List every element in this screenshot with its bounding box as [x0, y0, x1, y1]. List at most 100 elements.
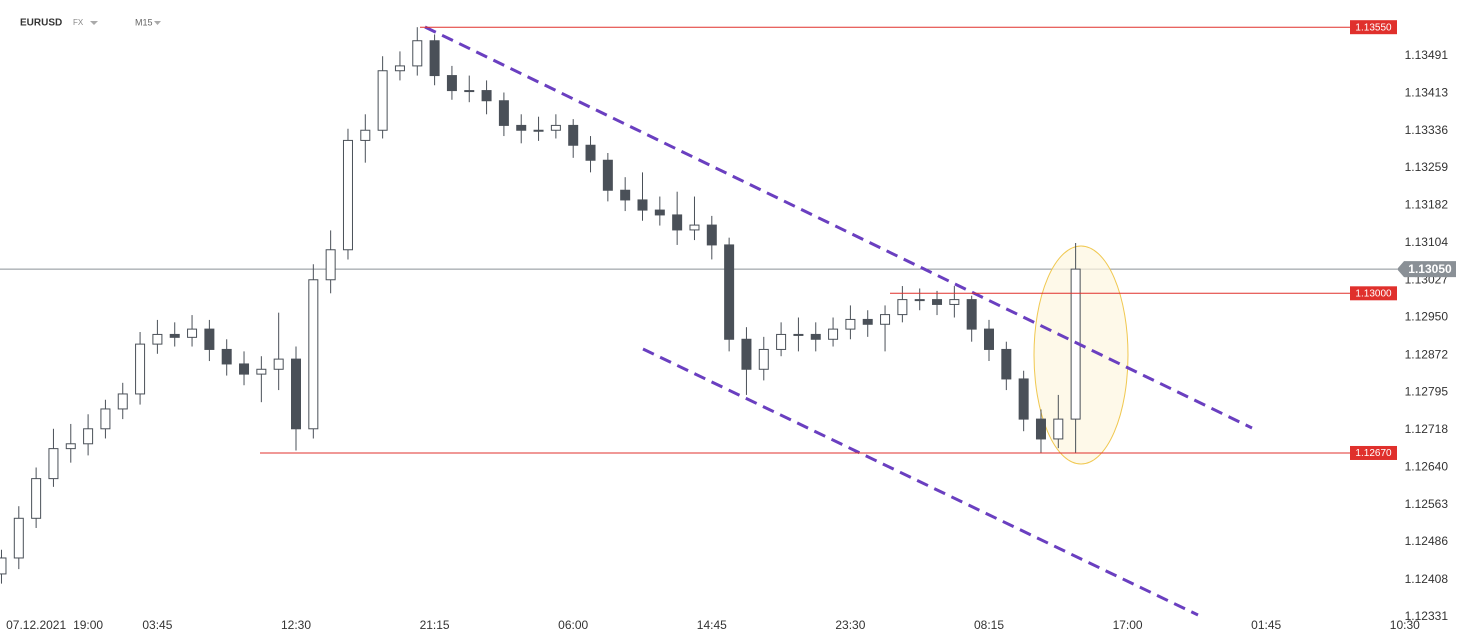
candle-body [637, 199, 648, 211]
candle-body [602, 159, 613, 191]
candle-body [550, 124, 561, 131]
candle-body [810, 333, 821, 340]
candle-body [13, 517, 24, 559]
candle-body [949, 299, 960, 305]
candle-body [135, 343, 146, 395]
y-tick-label: 1.12486 [1405, 534, 1449, 548]
candle-body [568, 124, 579, 146]
x-tick-label: 12:30 [281, 618, 311, 632]
candle-body [239, 363, 250, 375]
y-tick-label: 1.12872 [1405, 347, 1449, 361]
candle-body [672, 214, 683, 231]
y-tick-label: 1.12950 [1405, 310, 1449, 324]
x-tick-label: 17:00 [1113, 618, 1143, 632]
candle-body [984, 328, 994, 350]
candle-body [845, 318, 856, 330]
x-tick-label: 10:30 [1390, 618, 1420, 632]
candle-body [585, 144, 596, 161]
candle-body [914, 299, 925, 302]
x-tick-label: 07.12.2021 [6, 618, 66, 632]
candle-body [481, 90, 492, 102]
candle-body [1001, 348, 1012, 380]
candle-body [221, 348, 232, 365]
candle-body [0, 557, 7, 575]
level-label: 1.12670 [1355, 448, 1392, 459]
candle-body [1035, 418, 1046, 440]
candle-body [204, 328, 215, 350]
y-tick-label: 1.13491 [1405, 48, 1449, 62]
candle-body [793, 333, 804, 336]
y-tick-label: 1.12563 [1405, 497, 1449, 511]
candle-body [291, 358, 301, 430]
timeframe-dropdown[interactable] [154, 21, 161, 25]
candle-body [308, 279, 319, 430]
candle-body [464, 90, 475, 93]
candle-body [65, 443, 76, 450]
candle-body [689, 224, 700, 231]
level-label-box [1350, 286, 1397, 301]
candle-body [100, 408, 111, 430]
plot-area: 1.13491 1.13413 1.13336 1.13259 1.13182 1.131… [0, 48, 1448, 632]
x-tick-label: 01:45 [1251, 618, 1281, 632]
candle-body [620, 189, 631, 201]
y-tick-label: 1.13413 [1405, 86, 1449, 100]
level-label: 1.13550 [1355, 22, 1392, 33]
candle-body [325, 249, 336, 281]
candle-body [828, 328, 839, 340]
candle-body [394, 65, 405, 72]
y-tick-label: 1.13336 [1405, 123, 1449, 137]
candle-body [187, 328, 198, 338]
candle-body [724, 244, 735, 340]
market: FX [73, 18, 84, 27]
candle-body [83, 428, 94, 445]
candle-body [31, 478, 42, 519]
candle-body [706, 224, 717, 246]
candle-body [880, 314, 891, 325]
timeframe[interactable]: M15 [135, 17, 153, 27]
y-tick-label: 1.13182 [1405, 197, 1449, 211]
candle-body [862, 318, 873, 325]
candle-body [429, 40, 440, 77]
last-price-box [1397, 261, 1456, 278]
candle-body [516, 124, 527, 131]
candle-body [48, 448, 59, 480]
candle-body [758, 348, 769, 370]
candle-body [117, 393, 128, 410]
y-tick-label: 1.12331 [1405, 609, 1449, 623]
candle-body [741, 338, 752, 370]
candle-body [273, 358, 284, 370]
candle-body [412, 40, 423, 67]
y-tick-label: 1.13104 [1405, 235, 1449, 249]
x-tick-label: 06:00 [558, 618, 588, 632]
level-label: 1.13000 [1355, 288, 1392, 299]
market-dropdown[interactable] [90, 21, 98, 25]
candle-body [152, 333, 163, 345]
candle-body [377, 70, 388, 131]
price-labels: 1.13550 1.13000 1.12670 1.13050 [260, 20, 1456, 460]
x-tick-label: 21:15 [420, 618, 450, 632]
last-price-label: 1.13050 [1408, 262, 1452, 276]
x-tick-label: 08:15 [974, 618, 1004, 632]
candle-body [360, 129, 371, 141]
x-tick-label: 23:30 [835, 618, 865, 632]
candle-body [446, 75, 457, 92]
y-tick-label: 1.12640 [1405, 460, 1449, 474]
candle-body [256, 368, 267, 375]
candle-body [1018, 378, 1029, 420]
y-tick-label: 1.12795 [1405, 385, 1449, 399]
candle-body [966, 299, 977, 330]
x-tick-label: 14:45 [697, 618, 727, 632]
symbol[interactable]: EURUSD [20, 18, 62, 29]
x-tick-label: 03:45 [142, 618, 172, 632]
y-tick-label: 1.13259 [1405, 160, 1449, 174]
x-tick-label: 19:00 [73, 618, 103, 632]
candle-body [897, 299, 908, 316]
candle-body [654, 209, 665, 216]
level-label-box [1350, 20, 1397, 35]
level-label-box [1350, 445, 1397, 460]
channel-lower [642, 347, 1199, 617]
candle-body [169, 333, 180, 338]
candle-body [1053, 418, 1064, 440]
